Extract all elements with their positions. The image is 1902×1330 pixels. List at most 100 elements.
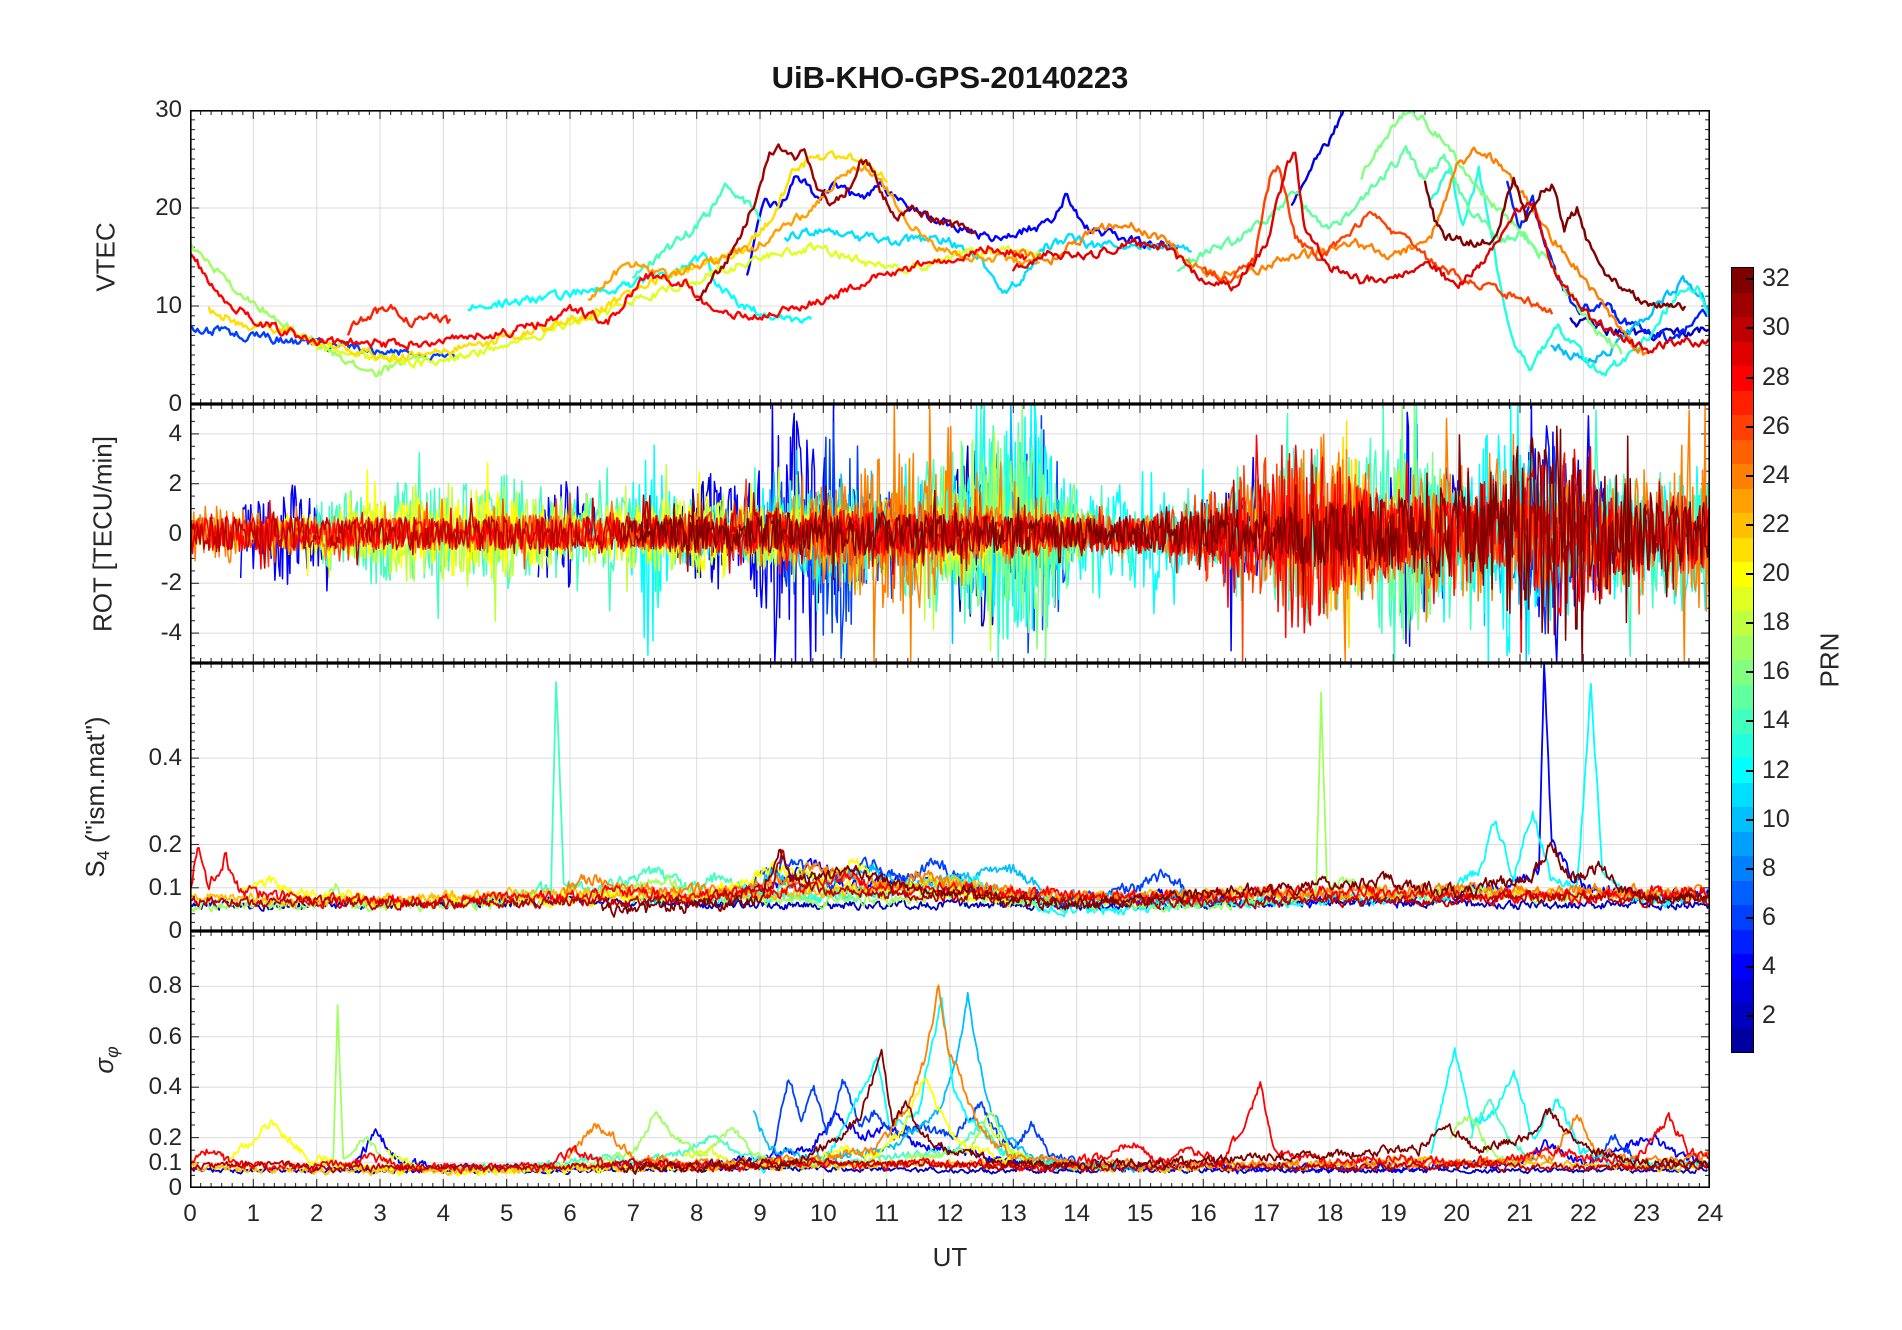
colorbar-band-prn-30 <box>1732 317 1753 342</box>
colorbar-tick <box>1746 327 1753 330</box>
colorbar-tick <box>1746 278 1753 281</box>
colorbar-band-prn-2 <box>1732 1003 1753 1028</box>
y-tick-label: 0 <box>168 917 182 944</box>
y-tick-label: 4 <box>168 419 182 447</box>
colorbar-band-prn-20 <box>1732 562 1753 587</box>
series-prn-24 <box>562 984 1710 1172</box>
series-prn-19 <box>385 1149 413 1167</box>
colorbar-band-prn-1 <box>1732 1027 1753 1052</box>
series-prn-15 <box>1176 145 1541 272</box>
colorbar-tick <box>1746 769 1753 772</box>
y-axis-label-vtec: VTEC <box>90 222 121 292</box>
series-prn-10 <box>752 991 1141 1174</box>
colorbar-band-prn-6 <box>1732 905 1753 930</box>
colorbar <box>1731 267 1754 1053</box>
colorbar-band-prn-13 <box>1732 733 1753 758</box>
colorbar-tick-label: 2 <box>1762 1001 1776 1030</box>
colorbar-tick-label: 22 <box>1762 509 1790 538</box>
colorbar-label: PRN <box>1814 632 1845 688</box>
series-prn-26 <box>1202 165 1553 315</box>
panel-plot-s4 <box>190 663 1710 931</box>
series-prn-6 <box>771 1078 1078 1166</box>
colorbar-tick <box>1746 523 1753 526</box>
colorbar-tick <box>1746 966 1753 969</box>
colorbar-band-prn-18 <box>1732 611 1753 636</box>
colorbar-band-prn-19 <box>1732 586 1753 611</box>
colorbar-band-prn-12 <box>1732 758 1753 783</box>
panel-vtec <box>190 110 1710 404</box>
x-tick-label: 20 <box>1443 1200 1470 1227</box>
series-prn-32 <box>1423 176 1686 312</box>
series-prn-27 <box>347 303 451 336</box>
colorbar-band-prn-26 <box>1732 415 1753 440</box>
series-prn-32 <box>619 425 1710 663</box>
series-prn-16 <box>1360 110 1623 355</box>
colorbar-tick <box>1746 622 1753 625</box>
colorbar-tick-label: 24 <box>1762 460 1790 489</box>
colorbar-band-prn-15 <box>1732 684 1753 709</box>
series-prn-23 <box>587 165 1040 301</box>
x-tick-label: 19 <box>1379 1200 1407 1227</box>
panel-plot-rot <box>190 404 1710 663</box>
colorbar-tick <box>1746 376 1753 379</box>
y-tick-label: 10 <box>155 292 182 319</box>
colorbar-tick-label: 14 <box>1762 706 1790 735</box>
colorbar-tick <box>1746 916 1753 919</box>
panel-plot-vtec <box>190 110 1710 404</box>
y-tick-label: 2 <box>168 469 182 497</box>
colorbar-tick-label: 32 <box>1762 264 1790 293</box>
series-prn-24 <box>1012 146 1648 356</box>
colorbar-band-prn-17 <box>1732 635 1753 660</box>
colorbar-tick <box>1746 474 1753 477</box>
series-prn-31 <box>695 143 977 302</box>
x-tick-label: 9 <box>753 1200 767 1227</box>
colorbar-tick-label: 20 <box>1762 559 1790 588</box>
x-tick-label: 8 <box>689 1200 704 1227</box>
x-tick-label: 7 <box>626 1200 640 1227</box>
series-prn-5 <box>1506 180 1710 343</box>
panel-s4 <box>190 663 1710 931</box>
x-tick-label: 15 <box>1126 1200 1154 1227</box>
series-prn-2 <box>190 1164 1710 1176</box>
x-tick-label: 6 <box>563 1200 577 1227</box>
colorbar-band-prn-24 <box>1732 464 1753 489</box>
colorbar-tick-label: 28 <box>1762 362 1790 391</box>
x-tick-label: 4 <box>436 1200 450 1227</box>
colorbar-band-prn-10 <box>1732 807 1753 832</box>
x-tick-label: 16 <box>1189 1200 1217 1227</box>
x-tick-label: 24 <box>1696 1200 1724 1227</box>
colorbar-band-prn-8 <box>1732 856 1753 881</box>
series-prn-30 <box>190 1157 1710 1174</box>
panel-rot <box>190 404 1710 663</box>
y-axis-label-s4: S4 ("ism.mat") <box>79 716 114 878</box>
series-prn-32 <box>619 1048 1710 1175</box>
colorbar-band-prn-25 <box>1732 439 1753 464</box>
colorbar-tick <box>1746 818 1753 821</box>
colorbar-band-prn-9 <box>1732 831 1753 856</box>
y-tick-label: 0.6 <box>148 1022 182 1050</box>
colorbar-tick-label: 16 <box>1762 657 1790 686</box>
series-prn-29 <box>1012 151 1710 355</box>
colorbar-tick-label: 26 <box>1762 411 1790 440</box>
x-tick-label: 12 <box>936 1200 964 1227</box>
colorbar-band-prn-14 <box>1732 709 1753 734</box>
y-tick-label: 0 <box>168 390 182 417</box>
y-tick-label: 0.2 <box>148 830 182 858</box>
colorbar-tick <box>1746 1015 1753 1018</box>
series-prn-21 <box>207 150 888 364</box>
panel-plot-sigma-phi <box>190 931 1710 1188</box>
colorbar-band-prn-29 <box>1732 341 1753 366</box>
x-axis-label: UT <box>932 1242 968 1272</box>
colorbar-tick-label: 18 <box>1762 608 1790 637</box>
series-prn-19 <box>683 1146 736 1168</box>
x-tick-label: 14 <box>1063 1200 1090 1227</box>
series-prn-4 <box>746 175 1180 276</box>
y-tick-label: 0 <box>168 1174 182 1201</box>
y-tick-label: 0.1 <box>148 1148 182 1176</box>
colorbar-tick <box>1746 720 1753 723</box>
colorbar-band-prn-27 <box>1732 390 1753 415</box>
colorbar-band-prn-32 <box>1732 268 1753 293</box>
colorbar-tick-label: 6 <box>1762 902 1776 931</box>
colorbar-band-prn-16 <box>1732 660 1753 685</box>
